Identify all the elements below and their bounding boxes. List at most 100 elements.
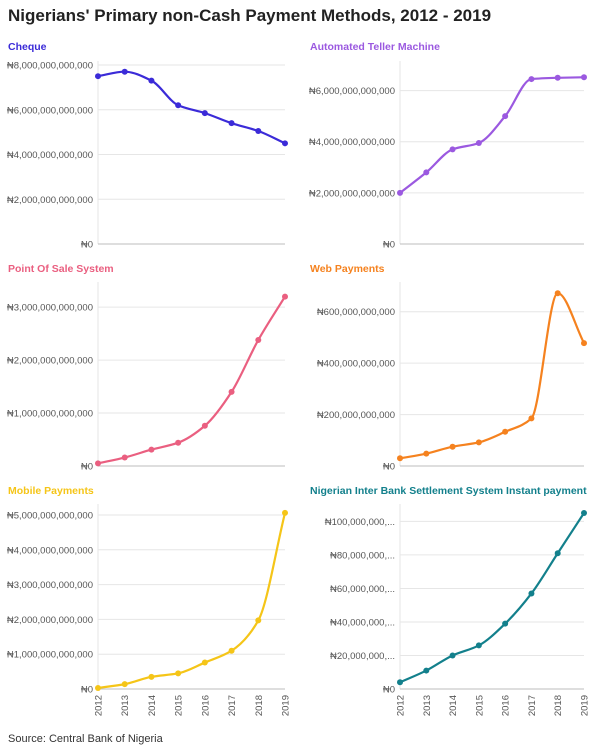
data-point-2019 bbox=[581, 510, 587, 517]
data-point-2012 bbox=[95, 684, 101, 691]
data-point-2013 bbox=[121, 454, 128, 461]
chart-panel-automated-teller-machine: Automated Teller Machine ₦0 ₦2,000,000,000… bbox=[309, 41, 587, 251]
chart-title: Mobile Payments bbox=[8, 485, 94, 497]
series-line bbox=[398, 76, 586, 194]
data-point-2018 bbox=[554, 290, 561, 297]
data-point-2016 bbox=[201, 110, 208, 117]
y-tick-label: ₦2,000,000,000,000 bbox=[7, 615, 93, 626]
chart-title: Cheque bbox=[8, 41, 47, 53]
data-point-2012 bbox=[397, 189, 403, 196]
data-point-2019 bbox=[581, 74, 587, 81]
x-tick-label: 2014 bbox=[448, 695, 459, 716]
y-tick-label: ₦2,000,000,000,000 bbox=[7, 356, 93, 367]
data-point-2015 bbox=[475, 439, 482, 446]
data-point-2015 bbox=[475, 642, 482, 649]
data-point-2017 bbox=[228, 120, 235, 127]
y-tick-label: ₦0 bbox=[383, 240, 395, 251]
chart-title: Point Of Sale System bbox=[8, 263, 114, 275]
data-point-2016 bbox=[502, 620, 509, 627]
x-tick-label: 2013 bbox=[120, 695, 131, 716]
data-point-2012 bbox=[397, 455, 403, 462]
data-point-2017 bbox=[228, 388, 235, 395]
y-tick-label: ₦4,000,000,000,000 bbox=[309, 137, 395, 148]
data-point-2014 bbox=[449, 146, 456, 153]
data-point-2019 bbox=[282, 140, 288, 147]
data-point-2018 bbox=[255, 617, 262, 624]
y-tick-label: ₦0 bbox=[383, 685, 395, 696]
data-point-2014 bbox=[148, 446, 155, 453]
y-tick-label: ₦8,000,000,000,000 bbox=[7, 61, 93, 72]
y-tick-label: ₦2,000,000,000,000 bbox=[7, 195, 93, 206]
y-tick-label: ₦6,000,000,000,000 bbox=[309, 86, 395, 97]
data-point-2017 bbox=[528, 76, 535, 83]
series-line bbox=[398, 511, 586, 684]
x-tick-label: 2013 bbox=[422, 695, 433, 716]
data-point-2012 bbox=[95, 73, 101, 80]
y-tick-label: ₦40,000,000,... bbox=[330, 617, 395, 628]
data-point-2017 bbox=[228, 647, 235, 654]
x-tick-label: 2012 bbox=[396, 695, 407, 716]
x-tick-label: 2019 bbox=[580, 695, 591, 716]
data-point-2014 bbox=[449, 652, 456, 659]
x-tick-label: 2014 bbox=[147, 695, 158, 716]
y-tick-label: ₦5,000,000,000,000 bbox=[7, 510, 93, 521]
data-point-2019 bbox=[282, 293, 288, 300]
data-point-2018 bbox=[255, 337, 262, 343]
y-tick-label: ₦200,000,000,000 bbox=[317, 410, 395, 421]
x-tick-label: 2015 bbox=[474, 695, 485, 716]
chart-panel-point-of-sale-system: Point Of Sale System ₦0 ₦1,000,000,000,000… bbox=[7, 263, 288, 473]
series-line bbox=[398, 292, 586, 460]
data-point-2013 bbox=[423, 169, 430, 176]
y-tick-label: ₦1,000,000,000,000 bbox=[7, 409, 93, 420]
data-point-2015 bbox=[175, 102, 182, 109]
chart-panel-nigerian-inter-bank-settlement-system-instant-payment: Nigerian Inter Bank Settlement System In… bbox=[310, 485, 591, 716]
data-point-2013 bbox=[121, 68, 128, 75]
data-point-2015 bbox=[175, 439, 182, 446]
series-line bbox=[96, 511, 287, 690]
data-point-2017 bbox=[528, 415, 535, 422]
x-tick-label: 2016 bbox=[200, 695, 211, 716]
y-tick-label: ₦400,000,000,000 bbox=[317, 359, 395, 370]
x-tick-label: 2016 bbox=[501, 695, 512, 716]
y-tick-label: ₦1,000,000,000,000 bbox=[7, 650, 93, 661]
data-point-2015 bbox=[175, 670, 182, 677]
y-tick-label: ₦0 bbox=[81, 685, 93, 696]
y-tick-label: ₦2,000,000,000,000 bbox=[309, 188, 395, 199]
data-point-2019 bbox=[282, 509, 288, 516]
data-point-2019 bbox=[581, 340, 587, 347]
data-point-2014 bbox=[449, 443, 456, 450]
chart-panel-cheque: Cheque ₦0 ₦2,000,000,000,000 ₦4,000,000,000… bbox=[7, 41, 288, 251]
y-tick-label: ₦20,000,000,... bbox=[330, 651, 395, 662]
page-title: Nigerians' Primary non-Cash Payment Meth… bbox=[8, 6, 492, 25]
y-tick-label: ₦0 bbox=[383, 462, 395, 473]
x-tick-label: 2017 bbox=[527, 695, 538, 716]
x-tick-label: 2019 bbox=[281, 695, 292, 716]
data-point-2012 bbox=[95, 460, 101, 467]
y-tick-label: ₦6,000,000,000,000 bbox=[7, 105, 93, 116]
y-tick-label: ₦4,000,000,000,000 bbox=[7, 545, 93, 556]
chart-title: Automated Teller Machine bbox=[310, 41, 440, 53]
x-tick-label: 2015 bbox=[174, 695, 185, 716]
series-line bbox=[96, 295, 287, 465]
chart-panel-web-payments: Web Payments ₦0 ₦200,000,000,000 ₦400,000,0… bbox=[310, 263, 587, 473]
data-point-2018 bbox=[554, 550, 561, 557]
y-tick-label: ₦60,000,000,... bbox=[330, 584, 395, 595]
y-tick-label: ₦4,000,000,000,000 bbox=[7, 150, 93, 161]
data-point-2015 bbox=[475, 139, 482, 146]
x-tick-label: 2018 bbox=[553, 695, 564, 716]
data-point-2016 bbox=[201, 659, 208, 666]
y-tick-label: ₦80,000,000,... bbox=[330, 550, 395, 561]
data-point-2018 bbox=[554, 74, 561, 81]
x-tick-label: 2012 bbox=[94, 695, 105, 716]
data-point-2017 bbox=[528, 590, 535, 597]
data-point-2018 bbox=[255, 128, 262, 135]
y-tick-label: ₦0 bbox=[81, 462, 93, 473]
data-point-2012 bbox=[397, 679, 403, 686]
x-tick-label: 2017 bbox=[227, 695, 238, 716]
y-tick-label: ₦600,000,000,000 bbox=[317, 307, 395, 318]
data-point-2013 bbox=[121, 681, 128, 688]
data-point-2014 bbox=[148, 673, 155, 680]
data-point-2016 bbox=[502, 113, 509, 120]
chart-title: Web Payments bbox=[310, 263, 385, 275]
